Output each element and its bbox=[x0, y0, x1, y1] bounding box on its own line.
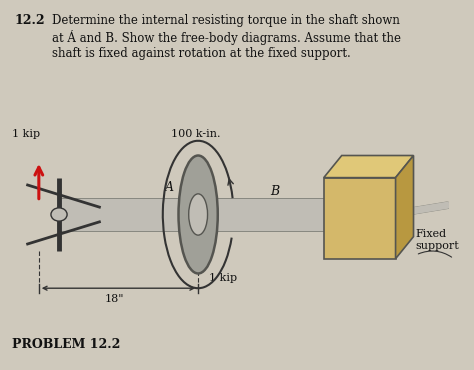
Text: PROBLEM 12.2: PROBLEM 12.2 bbox=[12, 338, 120, 351]
Text: shaft is fixed against rotation at the fixed support.: shaft is fixed against rotation at the f… bbox=[52, 47, 351, 60]
Text: 1 kip: 1 kip bbox=[210, 273, 237, 283]
FancyBboxPatch shape bbox=[198, 198, 396, 231]
Text: 1 kip: 1 kip bbox=[12, 129, 40, 139]
FancyBboxPatch shape bbox=[59, 198, 198, 231]
Polygon shape bbox=[396, 155, 413, 259]
Circle shape bbox=[51, 208, 67, 221]
Ellipse shape bbox=[189, 194, 208, 235]
Polygon shape bbox=[324, 178, 396, 259]
Text: Determine the internal resisting torque in the shaft shown: Determine the internal resisting torque … bbox=[52, 14, 400, 27]
Text: at Á and B. Show the free-body diagrams. Assume that the: at Á and B. Show the free-body diagrams.… bbox=[52, 30, 401, 45]
Polygon shape bbox=[324, 155, 413, 178]
Text: A: A bbox=[164, 181, 173, 194]
Text: Fixed
support: Fixed support bbox=[416, 229, 459, 251]
Ellipse shape bbox=[179, 155, 218, 273]
Text: 18": 18" bbox=[104, 294, 124, 304]
Text: B: B bbox=[270, 185, 279, 198]
Text: 12.2: 12.2 bbox=[14, 14, 45, 27]
Text: 100 k-in.: 100 k-in. bbox=[171, 129, 220, 139]
